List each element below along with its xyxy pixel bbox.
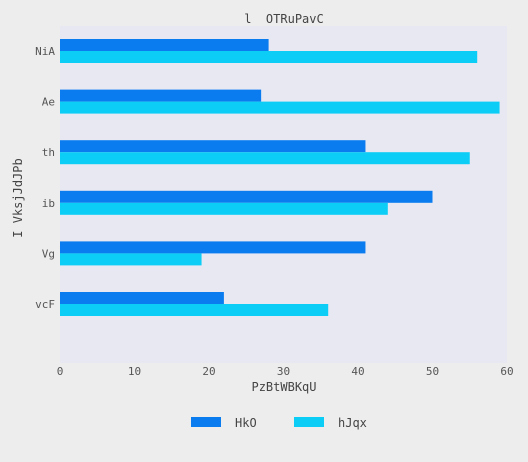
x-tick-label: 40 — [351, 365, 364, 378]
bar-HkO-ib — [60, 190, 433, 203]
bar-HkO-Ae — [60, 89, 262, 102]
x-axis-label: PzBtWBKqU — [251, 380, 316, 394]
bar-HkO-vcF — [60, 292, 224, 304]
bar-hJqx-Ae — [60, 101, 500, 114]
bar-hJqx-ib — [60, 202, 388, 215]
y-tick-label: ib — [42, 197, 55, 210]
bar-hJqx-Vg — [60, 253, 202, 266]
legend-swatch-hJqx — [294, 417, 324, 427]
y-tick-label: Ae — [42, 96, 55, 109]
y-tick-label: NiA — [35, 45, 55, 58]
y-tick-label: vcF — [35, 298, 55, 311]
legend-label-HkO: HkO — [235, 416, 257, 430]
x-tick-labels: 0 10 20 30 40 50 60 — [57, 365, 514, 378]
bar-HkO-Vg — [60, 241, 366, 254]
x-tick-label: 60 — [500, 365, 513, 378]
bar-hJqx-vcF — [60, 304, 329, 316]
bar-hJqx-th — [60, 152, 470, 165]
chart-title: l OTRuPavC — [244, 12, 323, 26]
y-tick-label: Vg — [42, 247, 55, 260]
bar-HkO-NiA — [60, 39, 269, 51]
bars-group — [60, 39, 500, 316]
y-axis-label: I VksjJdJPb — [11, 158, 25, 237]
legend: HkO hJqx — [191, 416, 367, 430]
bar-hJqx-NiA — [60, 51, 478, 63]
y-tick-label: th — [42, 146, 55, 159]
legend-swatch-HkO — [191, 417, 221, 427]
x-tick-label: 10 — [128, 365, 141, 378]
x-tick-label: 20 — [202, 365, 215, 378]
legend-label-hJqx: hJqx — [338, 416, 367, 430]
x-tick-label: 0 — [57, 365, 64, 378]
y-tick-labels: NiA Ae th ib Vg vcF — [35, 45, 55, 311]
bar-HkO-th — [60, 140, 366, 153]
x-tick-label: 30 — [277, 365, 290, 378]
x-tick-label: 50 — [426, 365, 439, 378]
